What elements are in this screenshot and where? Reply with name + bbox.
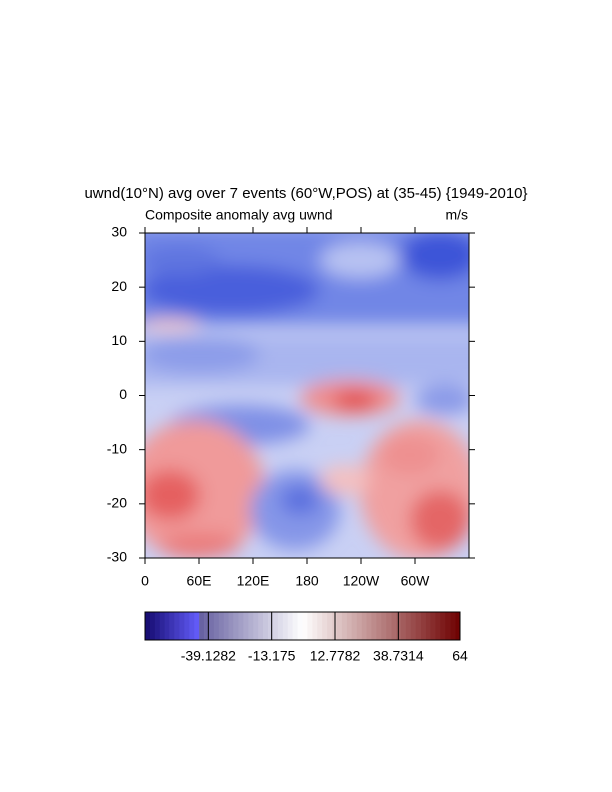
colorbar-box <box>356 612 362 640</box>
colorbar-box <box>243 612 249 640</box>
colorbar-box <box>149 612 156 640</box>
colorbar-box <box>169 612 175 640</box>
colorbar-box <box>405 612 412 640</box>
colorbar-box <box>371 612 377 640</box>
colorbar-label: -39.1282 <box>181 648 236 664</box>
y-tick-label: 20 <box>111 278 127 294</box>
x-tick-label: 120W <box>343 573 380 589</box>
y-tick-label: -20 <box>107 495 127 511</box>
x-tick-label: 180 <box>295 573 319 589</box>
colorbar-box <box>184 612 190 640</box>
colorbar-box <box>322 612 328 640</box>
x-tick-label: 0 <box>141 573 149 589</box>
y-tick-label: 10 <box>111 332 127 348</box>
colorbar-box <box>455 612 461 640</box>
field <box>145 233 469 558</box>
colorbar-box <box>381 612 387 640</box>
colorbar-box <box>410 612 417 640</box>
colorbar-label: 38.7314 <box>373 648 424 664</box>
colorbar-box <box>346 612 353 640</box>
colorbar-label: 64 <box>452 648 468 664</box>
colorbar-box <box>386 612 392 640</box>
colorbar-box <box>376 612 382 640</box>
x-tick-label: 60W <box>401 573 431 589</box>
colorbar-box <box>366 612 372 640</box>
colorbar-box <box>351 612 357 640</box>
x-tick-label: 60E <box>187 573 212 589</box>
colorbar-label: -13.175 <box>248 648 296 664</box>
colorbar-box <box>268 612 274 640</box>
colorbar-box <box>400 612 407 640</box>
colorbar-box <box>361 612 367 640</box>
colorbar-box <box>317 612 323 640</box>
colorbar-box <box>208 612 215 640</box>
colorbar-box <box>307 612 313 640</box>
colorbar-box <box>336 612 343 640</box>
y-tick-label: 0 <box>119 386 127 402</box>
subtitle-right: m/s <box>445 207 468 223</box>
colorbar-box <box>312 612 318 640</box>
colorbar-box <box>189 612 195 640</box>
colorbar-box <box>425 612 431 640</box>
colorbar-box <box>277 612 284 640</box>
colorbar-box <box>199 612 205 640</box>
colorbar-box <box>145 612 151 640</box>
colorbar-box <box>253 612 259 640</box>
colorbar-box <box>228 612 234 640</box>
colorbar-box <box>415 612 421 640</box>
colorbar-box <box>223 612 229 640</box>
colorbar-box <box>218 612 225 640</box>
colorbar-box <box>194 612 200 640</box>
colorbar-box <box>179 612 185 640</box>
colorbar-box <box>213 612 220 640</box>
colorbar-label: 12.7782 <box>310 648 361 664</box>
colorbar-box <box>282 612 289 640</box>
colorbar-box <box>154 612 161 640</box>
colorbar-box <box>391 612 397 640</box>
colorbar-box <box>445 612 451 640</box>
colorbar-box <box>159 612 165 640</box>
colorbar-box <box>272 612 279 640</box>
subtitle-left: Composite anomaly avg uwnd <box>145 207 333 223</box>
colorbar-box <box>174 612 180 640</box>
chart-title: uwnd(10°N) avg over 7 events (60°W,POS) … <box>84 185 527 202</box>
colorbar-box <box>204 612 210 640</box>
y-tick-label: 30 <box>111 224 127 240</box>
colorbar-box <box>341 612 348 640</box>
y-tick-label: -30 <box>107 549 127 565</box>
colorbar-box <box>440 612 446 640</box>
colorbar-box <box>248 612 254 640</box>
colorbar-box <box>263 612 269 640</box>
colorbar-box <box>302 612 308 640</box>
colorbar-box <box>450 612 456 640</box>
colorbar-box <box>435 612 441 640</box>
colorbar-box <box>287 612 293 640</box>
colorbar-box <box>238 612 244 640</box>
x-tick-label: 120E <box>237 573 270 589</box>
colorbar-box <box>297 612 303 640</box>
colorbar-box <box>327 612 333 640</box>
colorbar-box <box>164 612 170 640</box>
colorbar-box <box>233 612 239 640</box>
y-tick-label: -10 <box>107 440 127 456</box>
colorbar-box <box>258 612 264 640</box>
colorbar-box <box>420 612 426 640</box>
colorbar-box <box>292 612 298 640</box>
colorbar-box <box>430 612 436 640</box>
